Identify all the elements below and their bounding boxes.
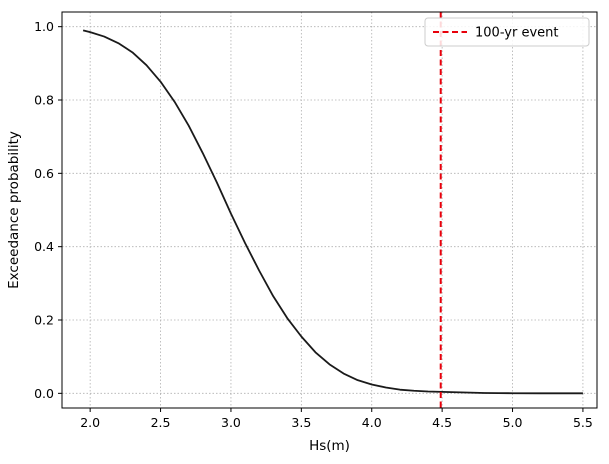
legend-label-100-yr-event: 100-yr event bbox=[475, 26, 558, 41]
x-tick-label: 5.5 bbox=[573, 415, 593, 430]
x-tick-label: 4.5 bbox=[432, 415, 452, 430]
x-tick-label: 4.0 bbox=[362, 415, 382, 430]
x-tick-label: 2.5 bbox=[151, 415, 171, 430]
y-tick-label: 1.0 bbox=[34, 19, 54, 34]
y-tick-label: 0.2 bbox=[34, 313, 54, 328]
x-tick-label: 3.0 bbox=[221, 415, 241, 430]
y-tick-label: 0.0 bbox=[34, 386, 54, 401]
y-axis-ticks: 0.0 0.2 0.4 0.6 0.8 1.0 bbox=[34, 19, 62, 401]
x-tick-label: 2.0 bbox=[80, 415, 100, 430]
y-tick-label: 0.6 bbox=[34, 166, 54, 181]
x-tick-label: 5.0 bbox=[503, 415, 523, 430]
x-tick-label: 3.5 bbox=[291, 415, 311, 430]
y-tick-label: 0.8 bbox=[34, 93, 54, 108]
legend: 100-yr event bbox=[424, 17, 590, 47]
plot-frame bbox=[61, 11, 598, 409]
y-tick-label: 0.4 bbox=[34, 239, 54, 254]
curve-layer bbox=[82, 29, 583, 395]
legend-box bbox=[424, 17, 590, 47]
x-axis-ticks: 2.0 2.5 3.0 3.5 4.0 4.5 5.0 5.5 bbox=[80, 408, 593, 430]
exceedance-curve bbox=[82, 29, 583, 395]
x-axis-label: Hs(m) bbox=[309, 438, 350, 454]
y-axis-label: Exceedance probability bbox=[6, 131, 22, 289]
